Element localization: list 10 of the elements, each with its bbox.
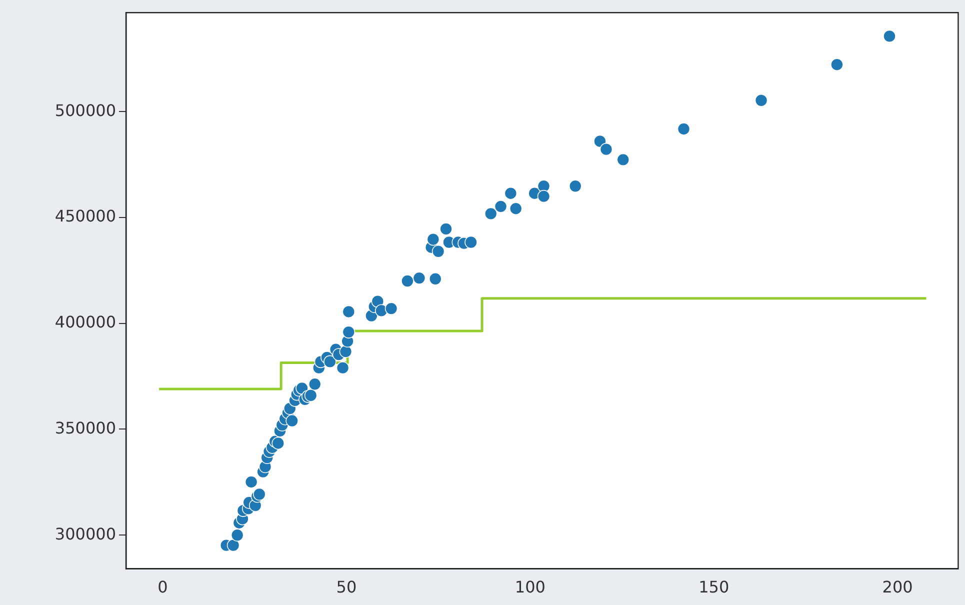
x-tick-label: 200 bbox=[882, 578, 913, 597]
y-tick-label: 450000 bbox=[54, 206, 116, 226]
y-tick-label: 400000 bbox=[54, 312, 116, 332]
x-tick-label: 100 bbox=[514, 578, 546, 597]
x-tick-label: 50 bbox=[336, 578, 357, 597]
y-tick-label: 500000 bbox=[54, 100, 116, 120]
y-tick-label: 350000 bbox=[54, 418, 116, 438]
x-tick-label: 150 bbox=[698, 578, 730, 597]
x-tick-label: 0 bbox=[158, 578, 168, 597]
y-tick-label: 300000 bbox=[54, 524, 116, 544]
